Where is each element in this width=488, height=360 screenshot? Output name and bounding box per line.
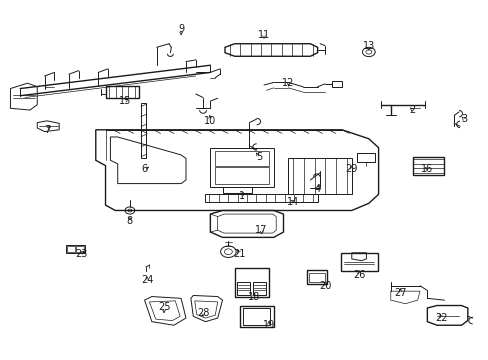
Text: 7: 7: [44, 125, 50, 135]
Text: 18: 18: [247, 292, 260, 302]
Text: 16: 16: [420, 164, 432, 174]
Text: 12: 12: [282, 78, 294, 88]
Text: 20: 20: [318, 281, 330, 291]
Bar: [306, 270, 327, 284]
Text: 27: 27: [393, 288, 406, 298]
Bar: [210, 148, 273, 187]
Text: 26: 26: [352, 270, 365, 280]
Text: 9: 9: [178, 24, 184, 35]
Bar: [237, 282, 250, 295]
Bar: [239, 306, 273, 327]
Text: 23: 23: [75, 248, 87, 258]
Bar: [412, 157, 444, 175]
Bar: [243, 309, 270, 324]
Bar: [222, 187, 251, 193]
Bar: [76, 246, 83, 252]
Text: 25: 25: [158, 302, 170, 312]
Bar: [67, 246, 75, 252]
Bar: [356, 153, 374, 162]
Text: 14: 14: [286, 197, 299, 207]
Text: 1: 1: [239, 191, 244, 201]
Text: 8: 8: [126, 216, 133, 226]
Text: 22: 22: [435, 313, 447, 323]
Text: 4: 4: [314, 184, 320, 194]
Bar: [331, 81, 341, 87]
Text: 5: 5: [256, 152, 262, 162]
Bar: [215, 167, 268, 184]
Bar: [205, 194, 317, 202]
Text: 15: 15: [119, 96, 131, 106]
Text: 2: 2: [409, 105, 415, 115]
Text: 17: 17: [255, 225, 267, 235]
Text: 19: 19: [262, 320, 274, 330]
Text: 6: 6: [141, 164, 147, 174]
Text: 28: 28: [197, 308, 209, 318]
Text: 11: 11: [257, 30, 269, 40]
Bar: [309, 273, 325, 282]
Text: 3: 3: [460, 114, 466, 124]
Text: 13: 13: [362, 41, 374, 50]
Bar: [340, 253, 377, 271]
Text: 24: 24: [141, 275, 153, 285]
Bar: [215, 151, 268, 166]
Bar: [105, 86, 139, 98]
Bar: [234, 268, 268, 297]
Text: 10: 10: [204, 116, 216, 126]
Bar: [253, 282, 266, 295]
Bar: [141, 103, 146, 158]
Bar: [65, 245, 85, 253]
Bar: [288, 158, 351, 194]
Text: 21: 21: [233, 248, 245, 258]
Text: 29: 29: [345, 164, 357, 174]
